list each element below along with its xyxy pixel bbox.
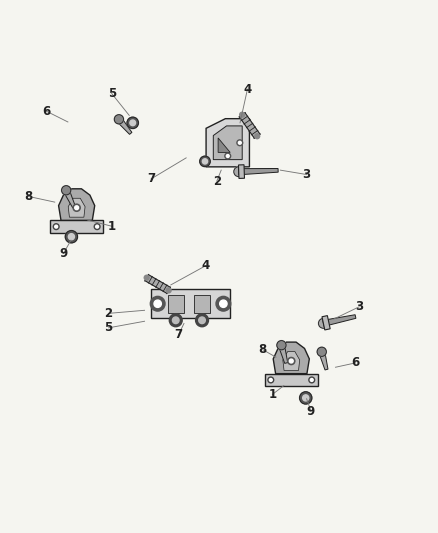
Circle shape [114,115,124,124]
Circle shape [318,318,328,328]
Polygon shape [213,126,242,159]
Text: 9: 9 [307,405,315,417]
Polygon shape [151,289,230,318]
Circle shape [238,141,241,144]
Polygon shape [167,295,184,313]
Text: 8: 8 [25,190,32,203]
Text: 6: 6 [42,104,50,117]
Circle shape [55,225,58,228]
Circle shape [196,314,208,327]
Circle shape [75,206,78,209]
Circle shape [154,300,161,308]
Circle shape [317,347,326,357]
Text: 4: 4 [202,259,210,272]
Polygon shape [239,168,278,175]
Polygon shape [206,119,250,167]
Text: 4: 4 [244,83,251,95]
Polygon shape [59,189,95,220]
Circle shape [130,120,136,126]
Circle shape [226,155,229,157]
Circle shape [68,233,74,240]
Circle shape [73,204,80,211]
Circle shape [269,378,272,382]
Text: 5: 5 [108,87,116,100]
Circle shape [62,185,71,195]
Circle shape [144,274,150,281]
Circle shape [166,287,172,294]
Polygon shape [239,112,260,138]
Circle shape [303,395,309,401]
Text: 5: 5 [105,321,113,334]
Text: 7: 7 [175,328,183,341]
Circle shape [237,140,243,146]
Circle shape [170,314,182,327]
Circle shape [53,224,59,230]
Polygon shape [117,117,132,134]
Polygon shape [319,351,328,370]
Circle shape [95,225,99,228]
Polygon shape [50,220,103,233]
Text: 2: 2 [105,307,113,320]
Polygon shape [68,198,85,217]
Circle shape [290,359,293,363]
Circle shape [150,296,165,311]
Text: 1: 1 [268,388,276,401]
Polygon shape [194,295,210,313]
Circle shape [300,392,312,404]
Text: 2: 2 [213,175,221,188]
Circle shape [173,317,179,324]
Circle shape [94,224,100,230]
Polygon shape [322,316,330,330]
Circle shape [127,117,138,128]
Circle shape [200,156,210,167]
Circle shape [254,133,260,140]
Text: 8: 8 [259,343,267,356]
Circle shape [65,231,78,243]
Polygon shape [265,374,318,386]
Text: 9: 9 [60,247,67,260]
Text: 6: 6 [352,357,360,369]
Circle shape [234,167,244,176]
Polygon shape [279,344,288,364]
Text: 3: 3 [355,300,363,313]
Polygon shape [218,138,230,152]
Circle shape [225,153,231,159]
Circle shape [202,159,208,164]
Circle shape [310,378,313,382]
Circle shape [268,377,274,383]
Circle shape [288,358,295,365]
Polygon shape [64,189,75,207]
Circle shape [309,377,314,383]
Polygon shape [238,165,244,179]
Circle shape [277,341,286,350]
Polygon shape [145,274,170,293]
Circle shape [216,296,231,311]
Circle shape [220,300,227,308]
Polygon shape [323,314,356,326]
Circle shape [239,111,245,118]
Polygon shape [273,342,309,374]
Polygon shape [283,352,300,370]
Text: 3: 3 [303,168,311,181]
Circle shape [199,317,205,324]
Text: 1: 1 [108,220,116,233]
Text: 7: 7 [147,172,155,185]
